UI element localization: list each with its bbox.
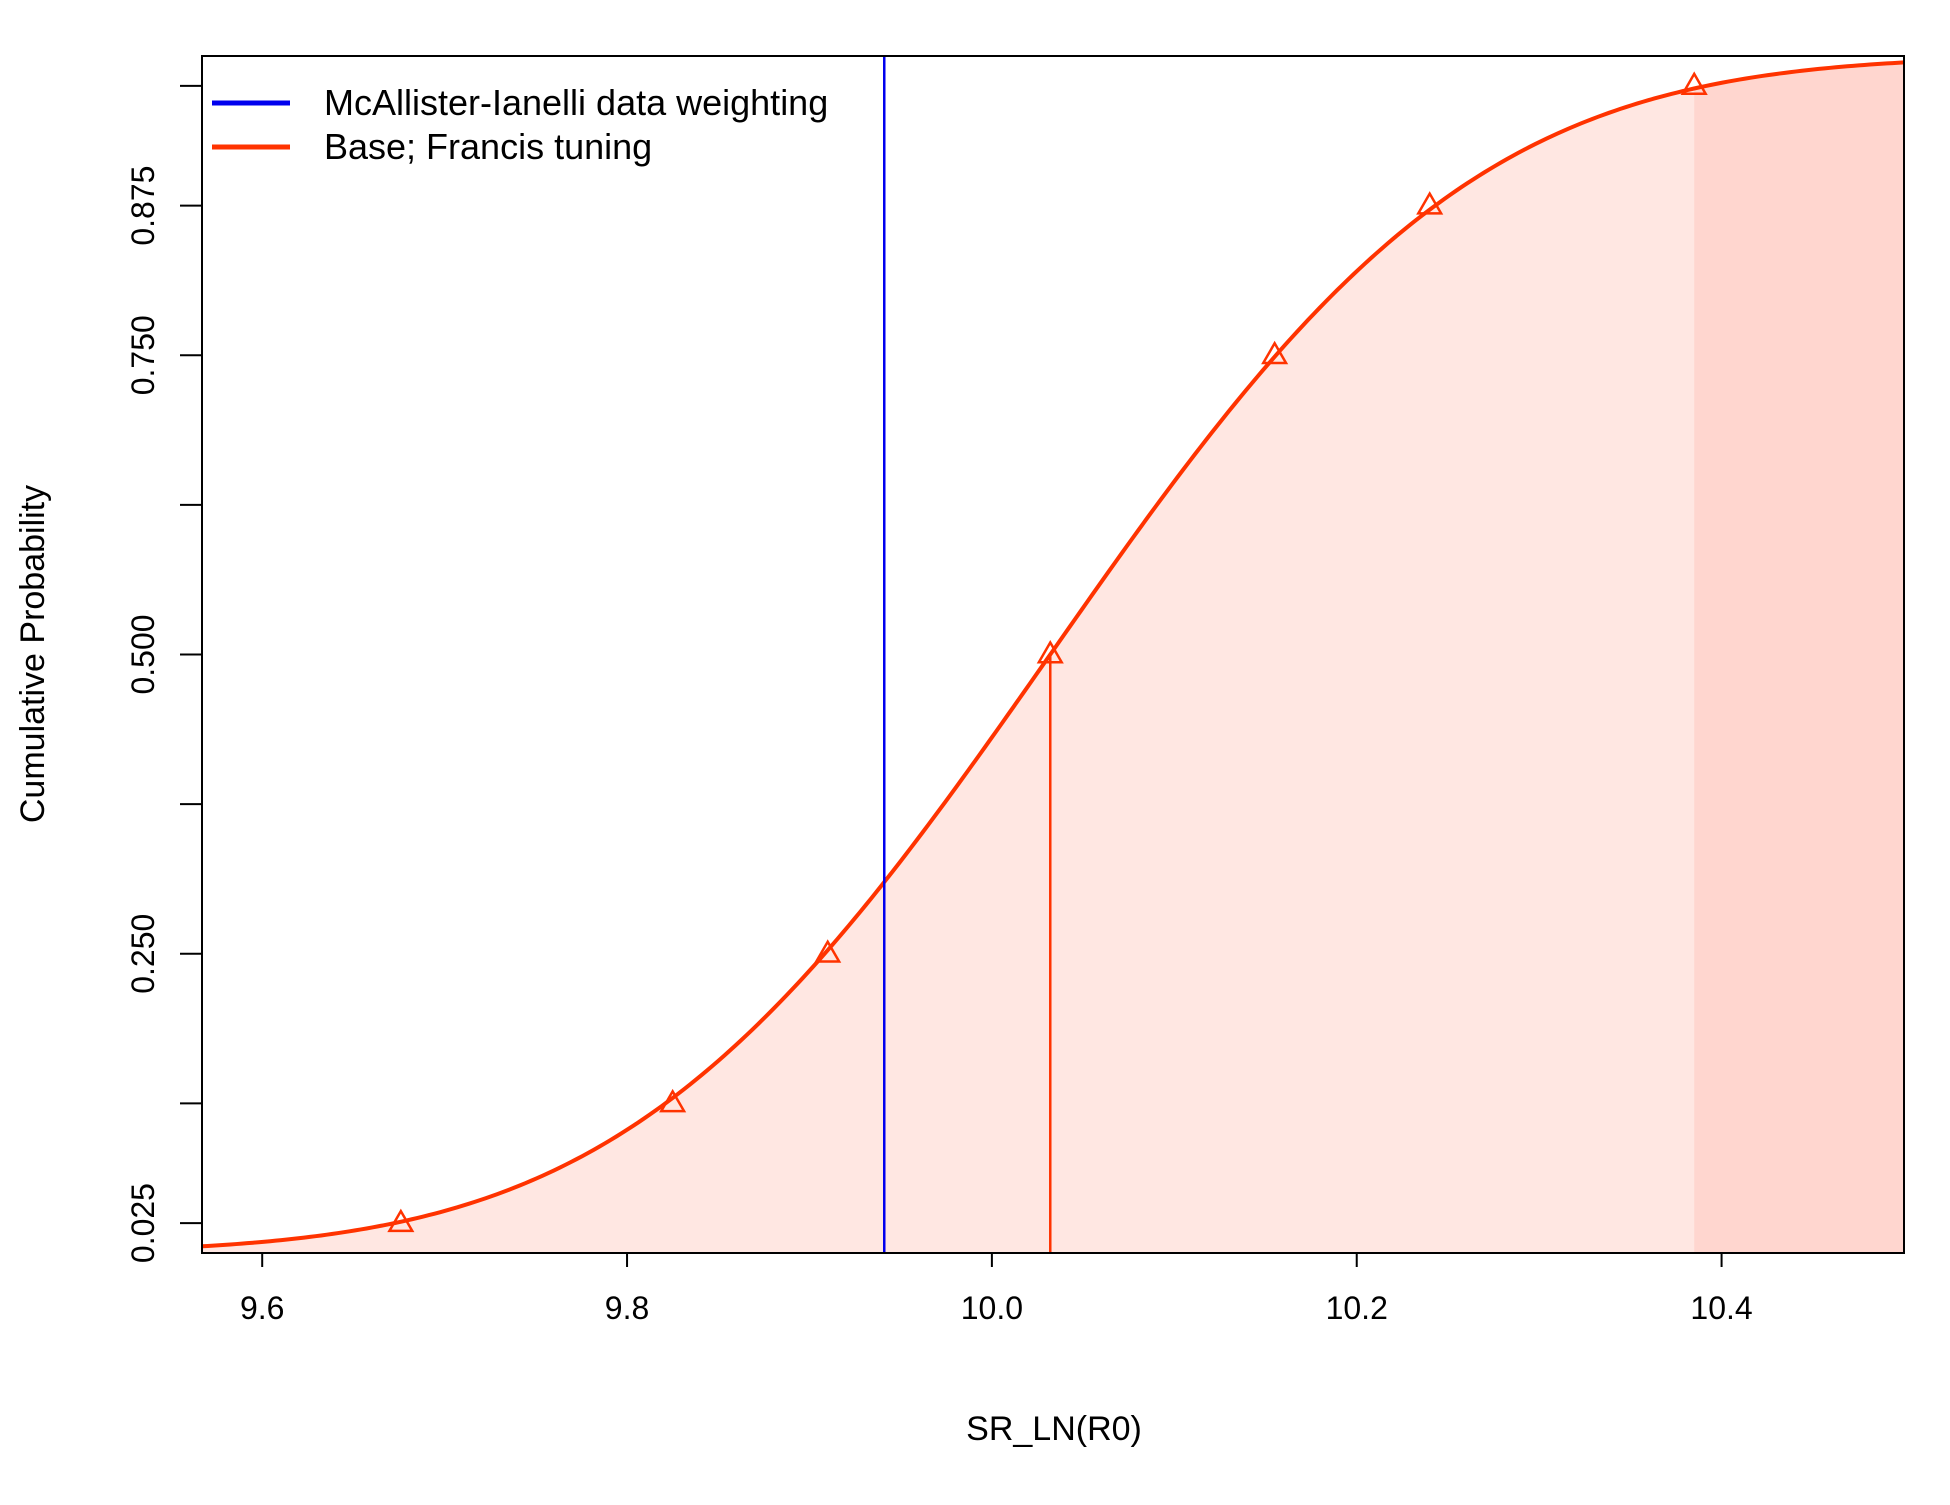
- x-tick-label: 10.0: [961, 1290, 1023, 1326]
- x-axis-label: SR_LN(R0): [966, 1410, 1142, 1448]
- y-tick-label: 0.250: [125, 914, 161, 994]
- upper-tail-band: [1694, 56, 1904, 1253]
- x-tick-label: 9.8: [605, 1290, 649, 1326]
- x-tick-label: 10.4: [1690, 1290, 1752, 1326]
- x-tick-label: 10.2: [1326, 1290, 1388, 1326]
- y-tick-label: 0.500: [125, 614, 161, 694]
- legend-label: McAllister-Ianelli data weighting: [324, 82, 828, 123]
- shaded-bands: [202, 56, 1904, 1253]
- area-above-curve: [202, 56, 1904, 1247]
- quantile-marker: [1680, 71, 1708, 95]
- y-axis-label: Cumulative Probability: [14, 485, 52, 823]
- quantile-marker: [387, 1208, 415, 1233]
- quantile-marker: [1261, 340, 1289, 365]
- cdf-curve-layer: [201, 60, 1905, 1253]
- quantile-marker: [814, 939, 842, 963]
- y-tick-label: 0.750: [125, 315, 161, 395]
- x-tick-label: 9.6: [240, 1290, 284, 1326]
- y-tick-label: 0.875: [125, 166, 161, 246]
- quantile-marker: [659, 1088, 687, 1113]
- quantile-markers-layer: [387, 71, 1708, 1233]
- median-marker: [1036, 639, 1064, 664]
- y-tick-label: 0.025: [125, 1183, 161, 1263]
- cdf-line-base-francis: [201, 60, 1905, 1249]
- legend-label: Base; Francis tuning: [324, 126, 652, 167]
- axes: 9.6 9.8 10.0 10.2 10.4 0.025 0.250 0.500 0.750 0.…: [125, 55, 1905, 1326]
- quantile-marker: [1416, 191, 1444, 215]
